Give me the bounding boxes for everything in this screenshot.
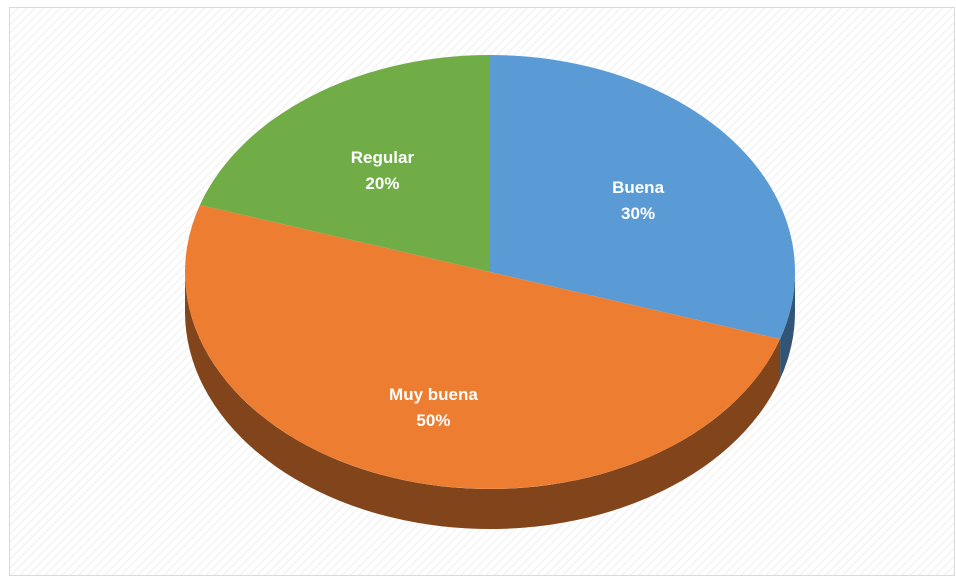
value-label: 30% — [621, 204, 655, 223]
category-label: Buena — [612, 178, 665, 197]
data-label: Regular 20% — [351, 148, 415, 193]
pie-slice — [185, 204, 781, 489]
category-label: Muy buena — [389, 385, 478, 404]
pie-side — [780, 272, 795, 380]
value-label: 20% — [365, 174, 399, 193]
data-label: Muy buena 50% — [389, 385, 478, 430]
pie-side — [185, 272, 781, 530]
value-label: 50% — [416, 411, 450, 430]
category-label: Regular — [351, 148, 415, 167]
pie-slice — [199, 55, 490, 272]
data-label: Buena 30% — [612, 178, 665, 223]
pie-slice — [490, 55, 796, 340]
